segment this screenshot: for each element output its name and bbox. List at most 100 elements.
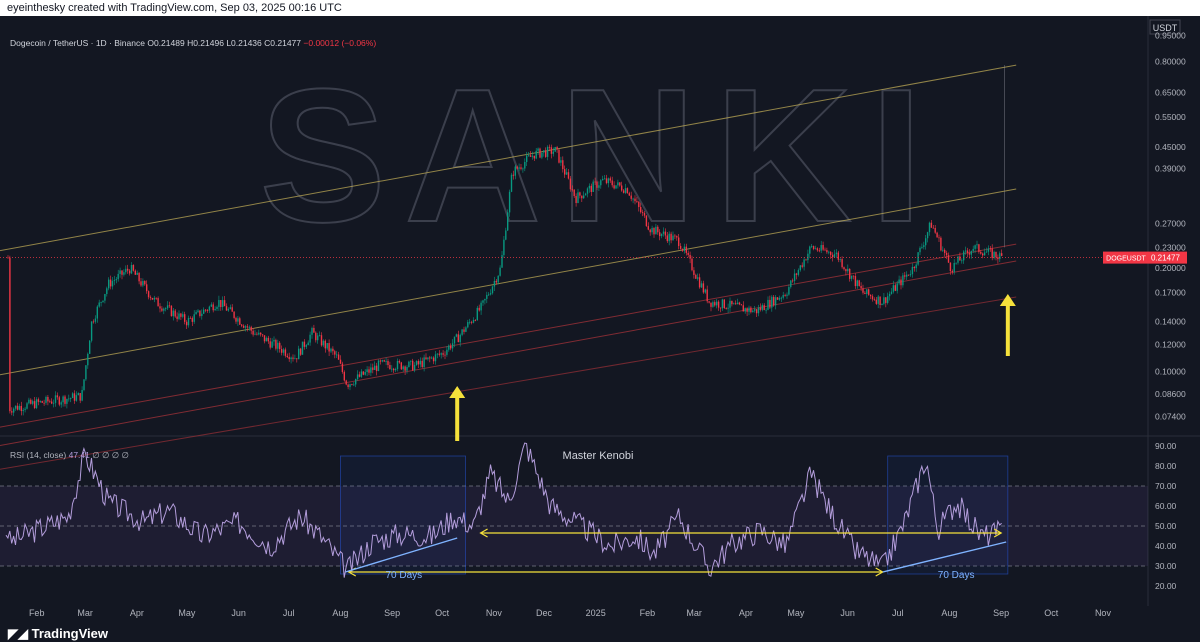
chart-svg[interactable]: SANKI Master Kenobi DOGEUSDT 0.21477 70 D… [0,16,1200,626]
candle-body [377,360,380,371]
candle-body [313,327,315,333]
candle-body [778,297,781,300]
candle-body [913,266,915,269]
candle-body [56,395,59,398]
candle-body [222,300,224,308]
candle-body [991,248,993,258]
symbol-legend[interactable]: Dogecoin / TetherUS · 1D · Binance O0.21… [10,38,376,48]
price-tag-box [1149,251,1187,264]
candle-body [873,299,876,301]
candle-body [638,201,640,208]
candle-body [546,146,549,157]
candle-body [412,360,414,371]
candle-body [208,306,211,311]
candle-body [662,231,665,234]
candle-body [634,198,636,202]
candle-body [733,303,735,305]
channel-mid-line[interactable] [0,188,1017,376]
candle-body [716,301,718,306]
candle-body [704,289,706,293]
candle-body [132,264,135,271]
candle-body [375,365,378,371]
candle-body [11,411,13,413]
candle-body [242,325,245,328]
candle-body [864,292,866,295]
candle-body [841,259,843,268]
candle-body [362,371,364,375]
channel-top-line[interactable] [0,64,1017,252]
candle-body [315,332,317,341]
candle-body [995,251,997,258]
candle-body [866,289,868,295]
annotations[interactable]: 70 Days 70 Days [345,294,1016,581]
candle-body [799,265,801,271]
candle-body [586,188,589,194]
candle-body [360,371,363,377]
channel-red-line[interactable] [0,243,1017,428]
candle-body [535,150,537,159]
candle-body [26,403,28,409]
candle-body [533,155,535,159]
rsi-support-line-left[interactable] [345,537,458,573]
candle-body [246,326,249,328]
candle-body [330,348,332,352]
candle-body [220,300,222,308]
candle-body [182,314,184,317]
chart-area[interactable]: SANKI Master Kenobi DOGEUSDT 0.21477 70 D… [0,16,1200,626]
candle-body [28,399,30,404]
candle-body [594,181,596,183]
candle-body [423,357,425,367]
candle-body [172,310,174,317]
candle-body [117,273,119,280]
candle-body [738,302,741,305]
candle-body [640,207,642,213]
candle-body [349,384,351,388]
candle-body [888,293,891,297]
candle-body [180,313,182,317]
candle-body [269,341,271,348]
price-tick-label: 0.10000 [1155,367,1186,377]
channel-red-line[interactable] [0,296,1017,470]
candle-body [953,263,955,273]
rsi-legend[interactable]: RSI (14, close) 47.41 ∅ ∅ ∅ ∅ [10,450,129,461]
rsi-support-line-right[interactable] [882,541,1007,573]
candle-body [816,248,819,251]
candle-body [771,296,773,308]
price-tick-label: 0.14000 [1155,316,1186,326]
candle-body [389,365,391,370]
candle-body [77,393,79,396]
candle-body [660,233,663,237]
candle-body [24,408,26,410]
candle-body [921,246,923,248]
channel-lines[interactable] [0,64,1017,470]
price-tick-label: 0.27000 [1155,218,1186,228]
candle-body [564,169,566,175]
candle-body [833,254,836,258]
candle-body [49,401,51,403]
up-arrow-left[interactable] [449,386,466,441]
candle-body [845,269,847,272]
candle-body [146,284,148,292]
candle-body [710,302,712,307]
candle-body [451,343,454,349]
candle-body [812,246,815,249]
candle-body [30,399,32,404]
rsi-tick-label: 30.00 [1155,561,1177,571]
candle-body [932,227,934,229]
symbol-tag-label: DOGEUSDT [1106,256,1146,263]
candle-body [140,281,142,286]
rsi-span-arrow-upper[interactable] [479,528,1003,538]
candle-body [647,226,649,230]
time-axis[interactable]: Feb Mar Apr May Jun Jul Aug Sep Oct Nov Dec 2025 Feb… [29,608,1111,618]
candle-body [429,357,431,359]
channel-red-line[interactable] [0,260,1017,446]
candle-body [501,255,503,268]
candle-body [204,309,207,311]
up-arrow-right[interactable] [999,294,1016,356]
candle-body [896,283,898,291]
candle-body [970,251,972,255]
candle-body [818,250,820,252]
rsi-axis[interactable]: 90.00 80.00 70.00 60.00 50.00 40.00 30.00 20.00 [1155,441,1177,591]
candle-body [174,310,176,317]
